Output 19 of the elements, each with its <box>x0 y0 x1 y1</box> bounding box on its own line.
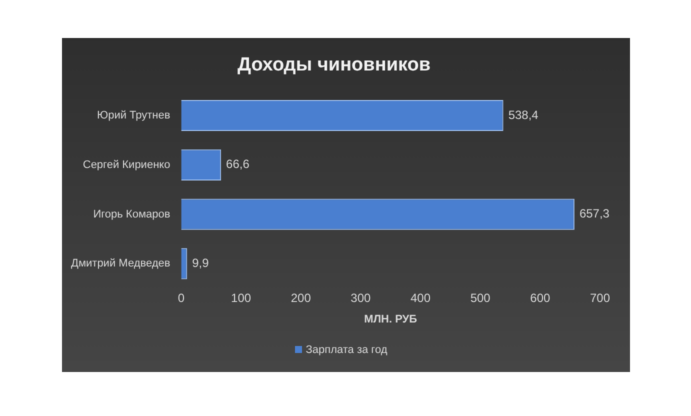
y-tick-label: Сергей Кириенко <box>82 158 170 171</box>
chart-title: Доходы чиновников <box>237 54 431 76</box>
y-tick-label: Игорь Комаров <box>93 208 170 220</box>
x-tick-label: 200 <box>290 290 312 305</box>
data-label: 657,3 <box>579 206 610 221</box>
legend-label: Зарплата за год <box>306 344 388 356</box>
x-tick-label: 400 <box>410 290 431 305</box>
x-tick-label: 500 <box>470 290 491 305</box>
x-tick-label: 0 <box>178 290 185 305</box>
data-label: 66,6 <box>226 157 250 172</box>
y-tick-label: Дмитрий Медведев <box>70 258 170 270</box>
x-tick-label: 600 <box>530 290 551 305</box>
x-tick-label: 300 <box>350 290 372 305</box>
x-tick-label: 700 <box>590 290 610 305</box>
x-axis-title: МЛН. РУБ <box>364 313 418 326</box>
data-label: 9,9 <box>192 256 210 270</box>
y-tick-label: Юрий Трутнев <box>96 110 170 122</box>
x-tick-label: 100 <box>231 290 252 305</box>
data-label: 538,4 <box>508 108 539 122</box>
